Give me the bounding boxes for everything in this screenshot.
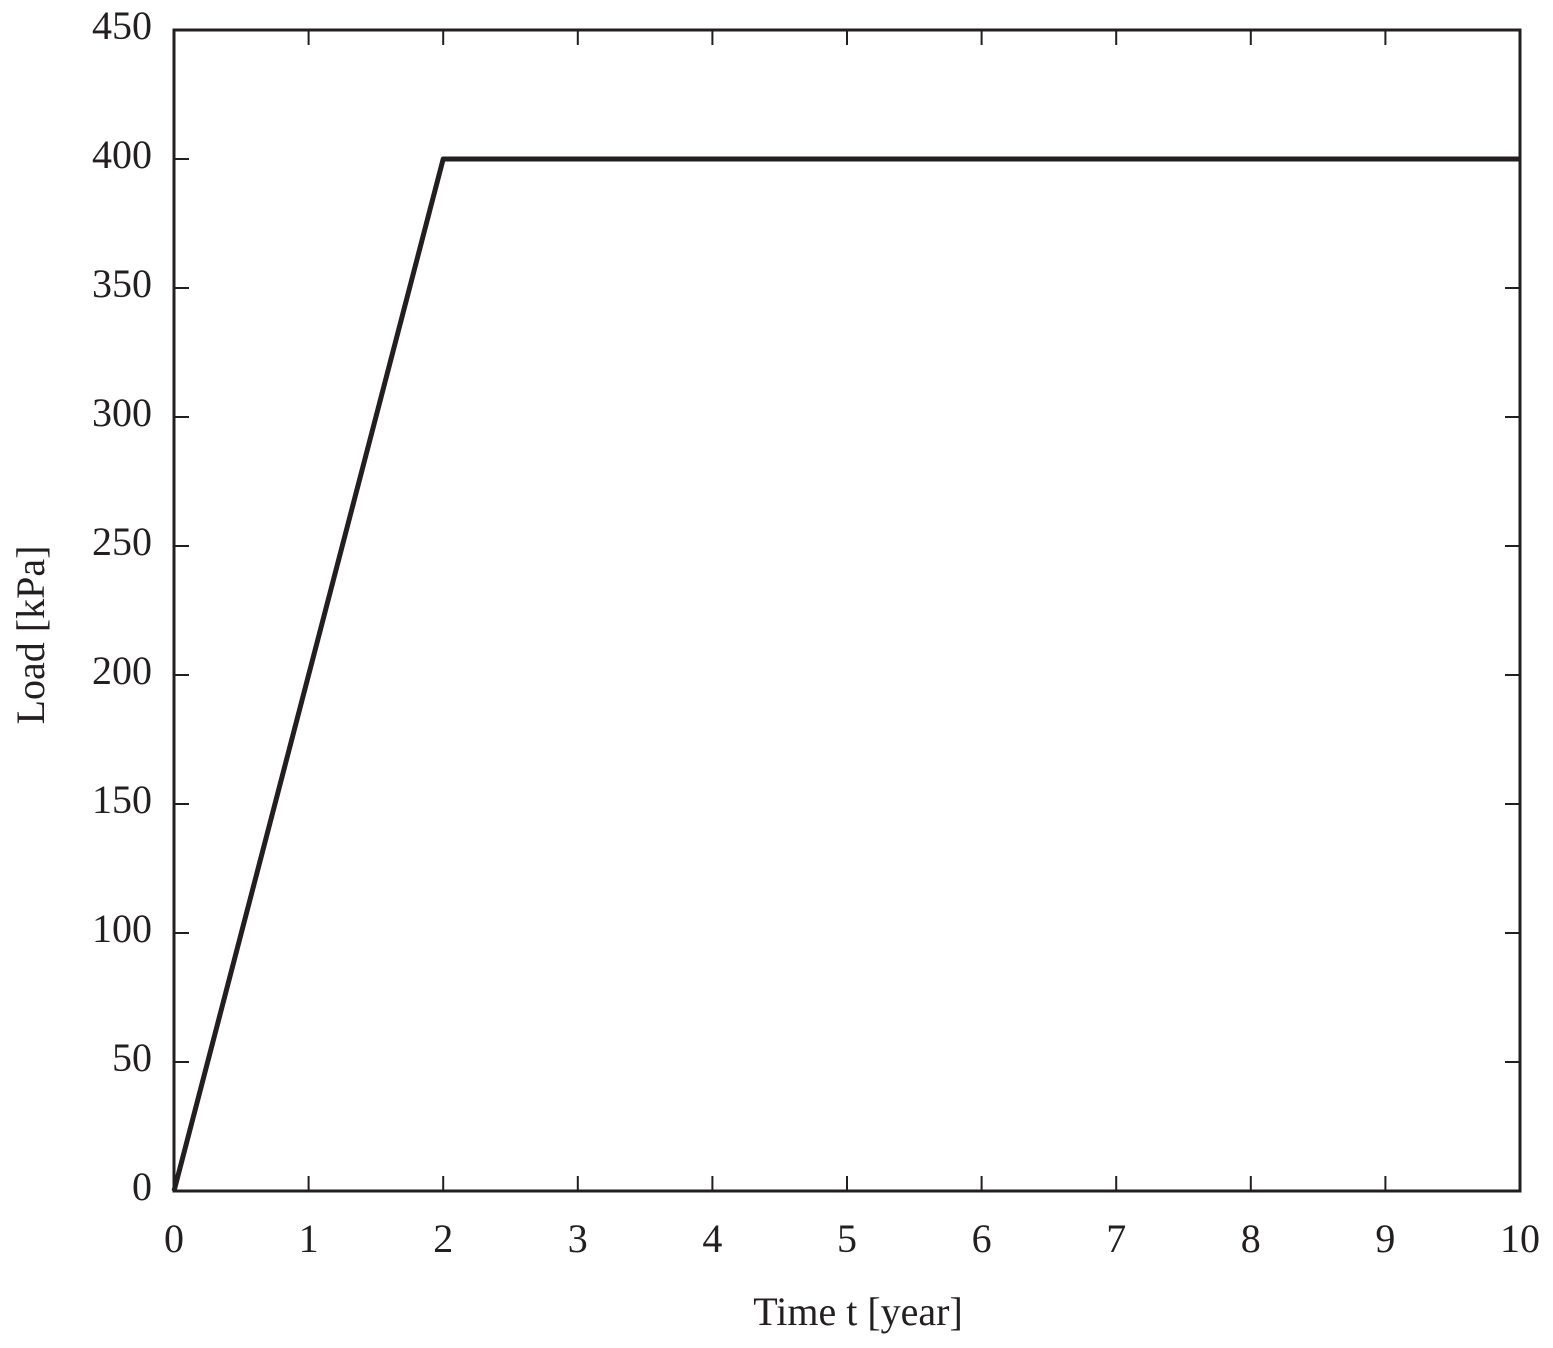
y-tick-label: 250 bbox=[92, 519, 152, 564]
x-tick-label: 8 bbox=[1241, 1216, 1261, 1261]
x-tick-label: 10 bbox=[1500, 1216, 1540, 1261]
x-tick-label: 7 bbox=[1106, 1216, 1126, 1261]
x-tick-label: 5 bbox=[837, 1216, 857, 1261]
y-tick-label: 50 bbox=[112, 1035, 152, 1080]
y-tick-label: 200 bbox=[92, 648, 152, 693]
y-tick-label: 350 bbox=[92, 261, 152, 306]
data-line bbox=[171, 156, 1520, 1192]
plot-frame bbox=[172, 28, 1522, 1193]
x-tick-label: 0 bbox=[164, 1216, 184, 1261]
x-tick-label: 4 bbox=[702, 1216, 722, 1261]
x-axis-label: Time t [year] bbox=[753, 1289, 963, 1334]
y-tick-label: 0 bbox=[132, 1164, 152, 1209]
y-tick-label: 150 bbox=[92, 777, 152, 822]
x-tick-label: 9 bbox=[1375, 1216, 1395, 1261]
y-tick-label: 400 bbox=[92, 132, 152, 177]
x-tick-label: 6 bbox=[972, 1216, 992, 1261]
y-tick-label: 100 bbox=[92, 906, 152, 951]
x-tick-label: 2 bbox=[433, 1216, 453, 1261]
x-tick-label: 1 bbox=[299, 1216, 319, 1261]
y-tick-label: 450 bbox=[92, 3, 152, 48]
y-tick-label: 300 bbox=[92, 390, 152, 435]
y-axis-label: Load [kPa] bbox=[8, 546, 53, 725]
x-tick-label: 3 bbox=[568, 1216, 588, 1261]
